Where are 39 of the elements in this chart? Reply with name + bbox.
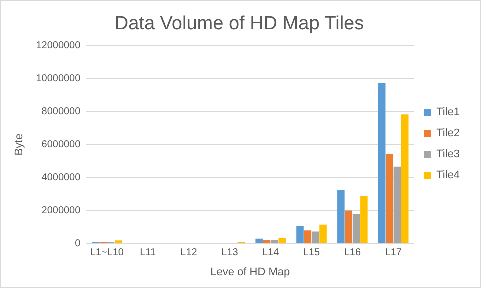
y-axis-title: Byte: [14, 134, 26, 156]
bar: [386, 154, 394, 244]
y-tick-label: 8000000: [42, 106, 82, 118]
x-tick-label: L14: [262, 248, 280, 259]
x-tick-label: L15: [303, 248, 321, 259]
bar: [278, 238, 286, 244]
bar: [394, 166, 402, 244]
x-tick-label: L17: [385, 248, 402, 259]
bar: [304, 230, 312, 244]
x-tick-label: L1~L10: [90, 248, 124, 259]
bar: [338, 190, 345, 244]
legend-label: Tile3: [436, 148, 460, 161]
bar: [256, 238, 263, 244]
x-tick-label: L12: [180, 248, 198, 259]
bar: [312, 232, 320, 244]
x-tick-label: L16: [344, 248, 362, 259]
y-tick-label: 2000000: [42, 206, 82, 217]
y-tick-label: 12000000: [36, 40, 82, 52]
x-tick-label: L11: [140, 248, 156, 259]
x-axis-title: Leve of HD Map: [210, 266, 290, 278]
bar: [401, 114, 409, 244]
legend-label: Tile1: [436, 106, 460, 119]
x-tick-label: L13: [222, 248, 239, 259]
chart-title: Data Volume of HD Map Tiles: [114, 14, 364, 35]
y-tick-label: 4000000: [42, 172, 82, 184]
bar: [345, 210, 352, 244]
legend-label: Tile2: [436, 128, 460, 140]
bar: [360, 196, 368, 244]
bar: [320, 224, 327, 244]
bar: [296, 226, 304, 244]
legend-label: Tile4: [436, 170, 460, 182]
bar: [115, 240, 122, 244]
y-tick-label: 10000000: [36, 74, 82, 85]
bar: [352, 214, 360, 244]
y-tick-label: 0: [75, 238, 82, 250]
bar: [378, 83, 386, 244]
bar: [263, 240, 271, 244]
y-tick-label: 6000000: [42, 140, 82, 151]
bar: [271, 240, 278, 244]
